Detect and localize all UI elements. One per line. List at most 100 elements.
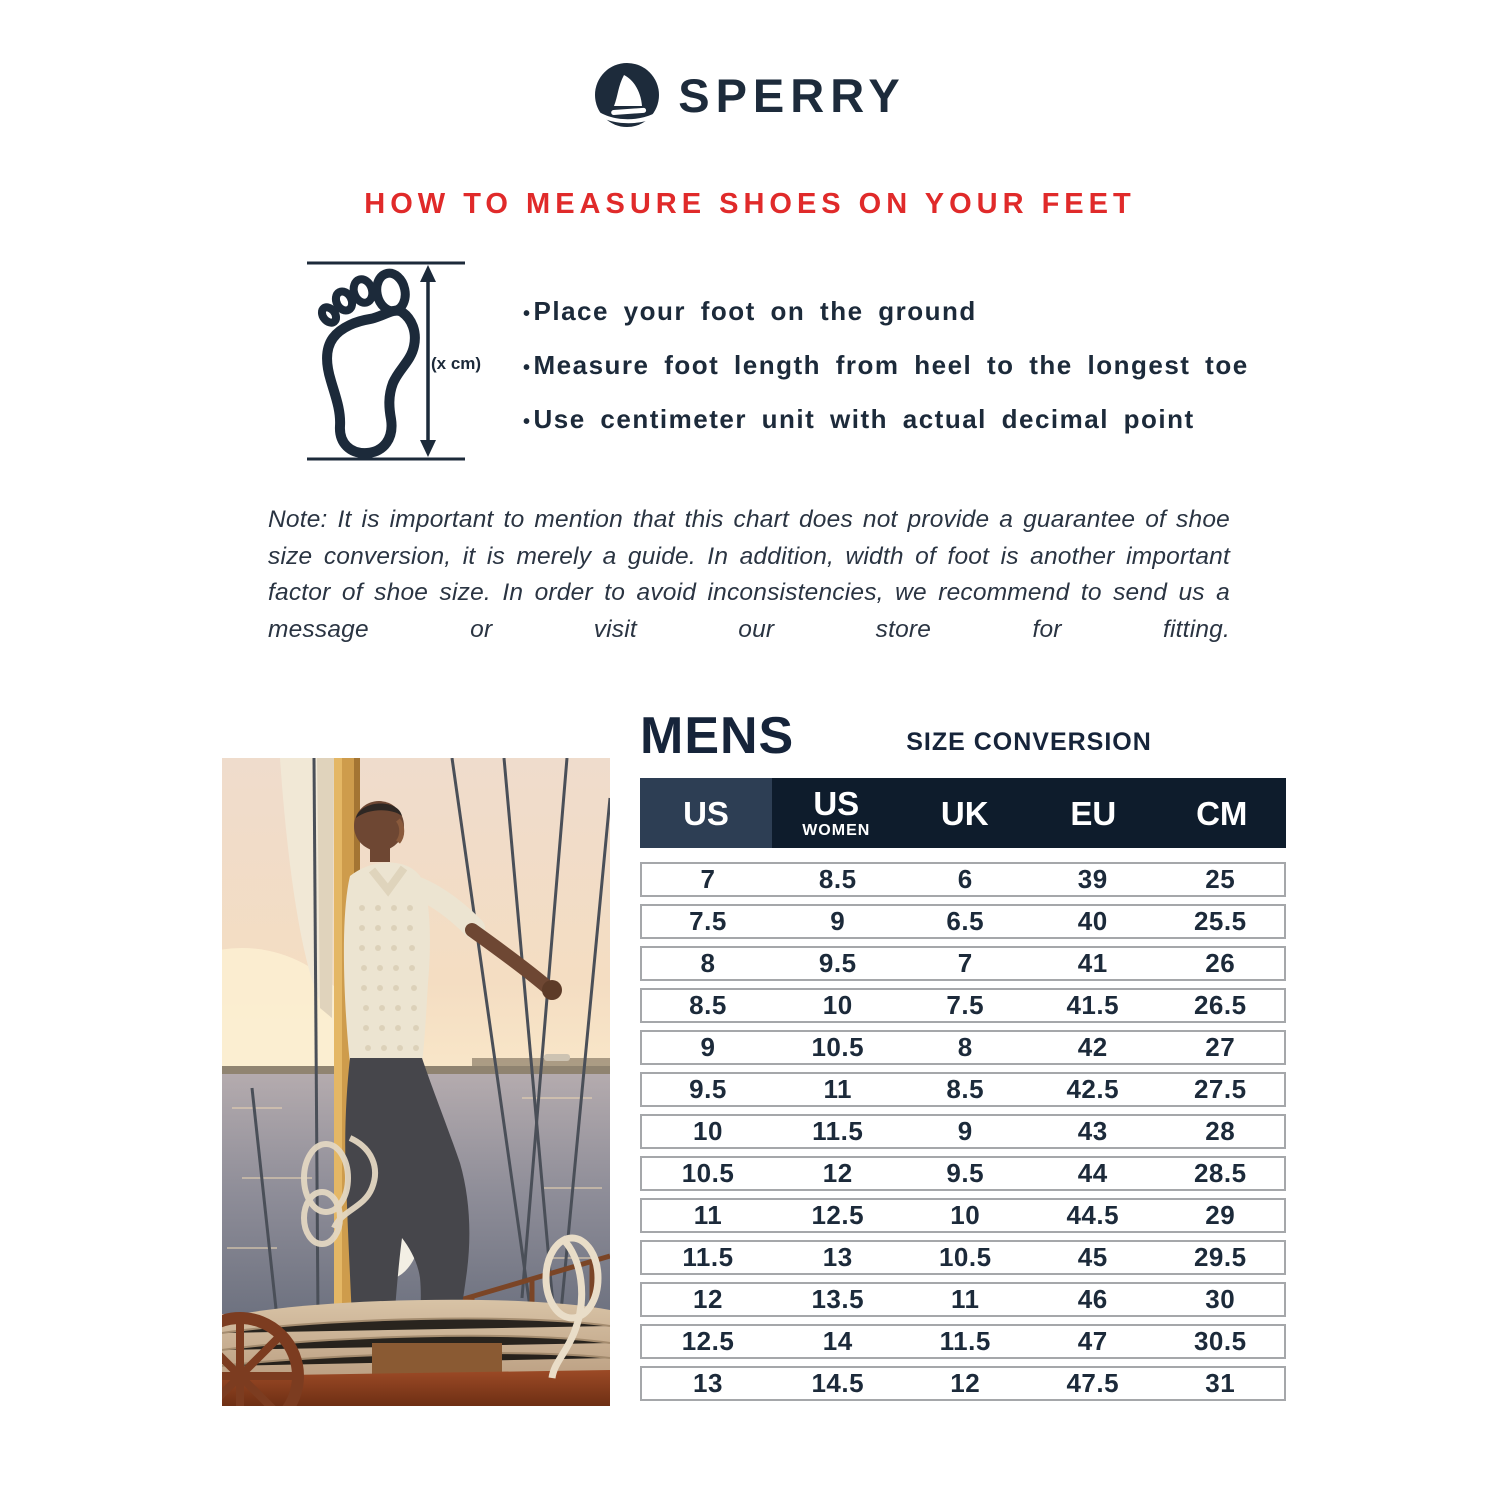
size-cell: 40 xyxy=(1077,906,1108,936)
size-cell: 42.5 xyxy=(1066,1074,1120,1104)
size-cell: 13.5 xyxy=(811,1284,865,1314)
size-cell: 10 xyxy=(822,990,853,1020)
table-row: 12 13.5 11 46 30 xyxy=(640,1282,1286,1317)
size-cell: 10.5 xyxy=(811,1032,865,1062)
size-cell: 26.5 xyxy=(1193,990,1247,1020)
instruction-text: Measure foot length from heel to the lon… xyxy=(533,350,1249,380)
table-row: 11.5 13 10.5 45 29.5 xyxy=(640,1240,1286,1275)
size-cell: 47.5 xyxy=(1066,1368,1120,1398)
table-row: 10 11.5 9 43 28 xyxy=(640,1114,1286,1149)
size-cell: 46 xyxy=(1077,1284,1108,1314)
size-cell: 7 xyxy=(957,948,973,978)
size-cell: 9.5 xyxy=(689,1074,727,1104)
size-cell: 7 xyxy=(700,864,716,894)
size-cell: 25 xyxy=(1205,864,1236,894)
sperry-sailboat-logo-icon xyxy=(594,63,660,127)
table-row: 8.5 10 7.5 41.5 26.5 xyxy=(640,988,1286,1023)
size-cell: 10 xyxy=(950,1200,981,1230)
list-item: • Measure foot length from heel to the lo… xyxy=(523,350,1249,381)
column-header-label: EU xyxy=(1070,794,1117,832)
size-cell: 12.5 xyxy=(811,1200,865,1230)
disclaimer-note: Note: It is important to mention that th… xyxy=(268,506,1230,643)
size-cell: 12.5 xyxy=(681,1326,735,1356)
size-cell: 10.5 xyxy=(938,1242,992,1272)
size-cell: 8.5 xyxy=(818,864,857,894)
table-row: 8 9.5 7 41 26 xyxy=(640,946,1286,981)
size-cell: 12 xyxy=(822,1158,853,1188)
size-cell: 29 xyxy=(1205,1200,1236,1230)
size-cell: 12 xyxy=(950,1368,981,1398)
size-cell: 9 xyxy=(700,1032,716,1062)
table-row: 9 10.5 8 42 27 xyxy=(640,1030,1286,1065)
size-cell: 31 xyxy=(1205,1368,1236,1398)
size-cell: 47 xyxy=(1077,1326,1108,1356)
foot-icon: (x cm) xyxy=(307,261,481,461)
list-item: • Use centimeter unit with actual decimal… xyxy=(523,404,1249,435)
size-cell: 41.5 xyxy=(1066,990,1120,1020)
size-conversion-table: US US WOMEN UK EU CM 7 8.5 6 39 25 7.5 9 6.5 40… xyxy=(640,778,1286,1408)
column-header-uk: UK xyxy=(901,778,1030,848)
size-cell: 28.5 xyxy=(1193,1158,1247,1188)
size-cell: 28 xyxy=(1205,1116,1236,1146)
size-cell: 29.5 xyxy=(1193,1242,1247,1272)
table-header-row: US US WOMEN UK EU CM xyxy=(640,778,1286,848)
column-header-us-women: US WOMEN xyxy=(772,778,901,848)
bullet-icon: • xyxy=(523,303,532,325)
size-cell: 10 xyxy=(693,1116,723,1146)
size-cell: 11 xyxy=(951,1284,980,1314)
lifestyle-photo xyxy=(222,758,610,1406)
size-cell: 14 xyxy=(822,1326,853,1356)
size-cell: 11.5 xyxy=(939,1326,991,1356)
size-cell: 44 xyxy=(1077,1158,1108,1188)
size-cell: 11 xyxy=(823,1074,852,1104)
section-subtitle-size-conversion: SIZE CONVERSION xyxy=(906,728,1152,756)
size-cell: 25.5 xyxy=(1193,906,1247,936)
size-cell: 11.5 xyxy=(812,1116,864,1146)
size-cell: 43 xyxy=(1077,1116,1108,1146)
table-row: 10.5 12 9.5 44 28.5 xyxy=(640,1156,1286,1191)
table-row: 13 14.5 12 47.5 31 xyxy=(640,1366,1286,1401)
size-cell: 12 xyxy=(693,1284,723,1314)
measure-unit-label: (x cm) xyxy=(431,354,481,373)
size-cell: 10.5 xyxy=(681,1158,735,1188)
column-header-us: US xyxy=(640,778,772,848)
page-title: HOW TO MEASURE SHOES ON YOUR FEET xyxy=(364,188,1136,220)
instruction-text: Use centimeter unit with actual decimal … xyxy=(533,404,1195,434)
size-cell: 30.5 xyxy=(1193,1326,1247,1356)
column-header-label: US xyxy=(813,785,860,822)
size-cell: 6.5 xyxy=(946,906,985,936)
table-row: 7 8.5 6 39 25 xyxy=(640,862,1286,897)
size-cell: 39 xyxy=(1077,864,1108,894)
foot-measure-diagram: (x cm) xyxy=(303,252,498,472)
bullet-icon: • xyxy=(523,357,532,379)
list-item: • Place your foot on the ground xyxy=(523,296,1249,327)
size-cell: 8.5 xyxy=(946,1074,985,1104)
size-cell: 45 xyxy=(1077,1242,1108,1272)
size-cell: 8.5 xyxy=(689,990,727,1020)
size-cell: 13 xyxy=(822,1242,853,1272)
size-cell: 7.5 xyxy=(946,990,985,1020)
sailboat-photo-illustration xyxy=(222,758,610,1406)
instruction-list: • Place your foot on the ground • Measure … xyxy=(523,296,1249,435)
section-title-mens: MENS xyxy=(640,707,795,765)
column-header-label: US xyxy=(683,794,729,832)
size-cell: 8 xyxy=(700,948,716,978)
size-cell: 9.5 xyxy=(946,1158,985,1188)
size-cell: 9 xyxy=(957,1116,973,1146)
bullet-icon: • xyxy=(523,411,532,433)
table-row: 12.5 14 11.5 47 30.5 xyxy=(640,1324,1286,1359)
table-row: 11 12.5 10 44.5 29 xyxy=(640,1198,1286,1233)
size-cell: 9 xyxy=(830,906,846,936)
instruction-text: Place your foot on the ground xyxy=(533,296,977,326)
size-cell: 8 xyxy=(957,1032,973,1062)
size-cell: 41 xyxy=(1077,948,1108,978)
column-header-label: UK xyxy=(940,794,989,832)
column-header-sublabel: WOMEN xyxy=(802,822,871,839)
size-cell: 11.5 xyxy=(682,1242,734,1272)
brand-header: SPERRY xyxy=(0,62,1500,128)
size-cell: 42 xyxy=(1077,1032,1108,1062)
size-cell: 7.5 xyxy=(689,906,727,936)
brand-name: SPERRY xyxy=(678,68,906,122)
size-cell: 27 xyxy=(1205,1032,1236,1062)
column-header-label: CM xyxy=(1196,794,1248,832)
